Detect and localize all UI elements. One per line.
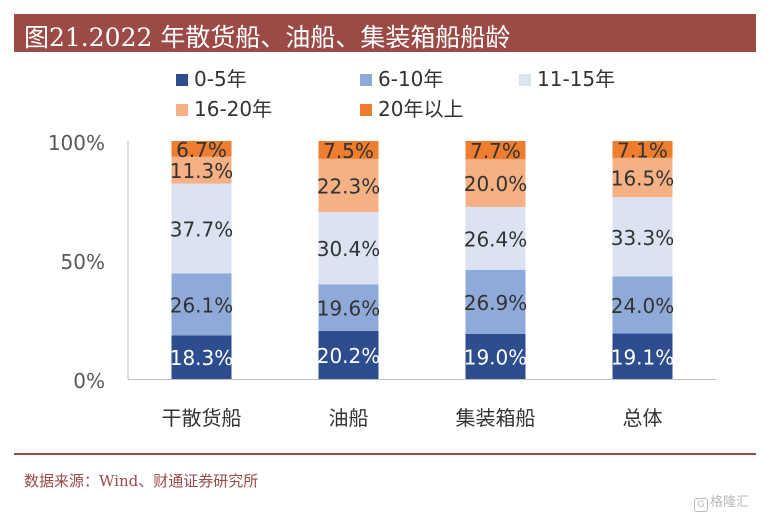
bar-segment: [171, 156, 232, 184]
data-label: 26.9%: [464, 291, 528, 315]
chart-title: 图21.2022 年散货船、油船、集装箱船船龄: [24, 23, 511, 52]
x-tick-label: 集装箱船: [456, 406, 536, 430]
data-label: 7.5%: [323, 139, 374, 163]
footer-divider: [14, 453, 756, 455]
legend-swatch: [519, 74, 531, 86]
data-label: 6.7%: [176, 138, 227, 162]
bar-segment: [318, 284, 379, 331]
data-label: 30.4%: [317, 237, 381, 261]
data-label: 19.1%: [611, 345, 675, 369]
data-label: 24.0%: [611, 294, 675, 318]
data-label: 22.3%: [317, 174, 381, 198]
bar-segment: [465, 159, 526, 207]
data-label: 19.0%: [464, 345, 528, 369]
data-label: 7.7%: [470, 139, 521, 163]
watermark: G 格隆汇: [694, 491, 749, 512]
source-note: 数据来源：Wind、财通证券研究所: [24, 472, 259, 490]
bar-segment: [465, 141, 526, 160]
bar-segment: [612, 276, 673, 334]
bar-segment: [171, 141, 232, 157]
legend-label: 0-5年: [194, 67, 247, 91]
data-label: 33.3%: [611, 226, 675, 250]
data-label: 26.4%: [464, 227, 528, 251]
x-tick-label: 油船: [329, 406, 369, 430]
bar-segment: [171, 335, 232, 379]
data-label: 37.7%: [170, 217, 234, 241]
y-tick-label: 50%: [61, 250, 105, 274]
bar-segment: [318, 330, 379, 379]
x-tick-label: 干散货船: [162, 406, 242, 430]
bar-segment: [612, 141, 673, 158]
legend-swatch: [360, 74, 372, 86]
data-label: 20.2%: [317, 344, 381, 368]
bar-segment: [465, 333, 526, 379]
bar-segment: [318, 158, 379, 212]
bar-segment: [465, 206, 526, 270]
title-bar: 图21.2022 年散货船、油船、集装箱船船龄: [14, 14, 756, 52]
bar-segment: [318, 141, 379, 159]
watermark-logo-icon: G: [694, 498, 708, 512]
x-tick-label: 总体: [623, 406, 663, 430]
legend-label: 20年以上: [378, 97, 463, 121]
data-label: 26.1%: [170, 293, 234, 317]
bar-segment: [465, 269, 526, 334]
data-label: 7.1%: [617, 138, 668, 162]
bar-segment: [612, 197, 673, 277]
legend-label: 11-15年: [537, 67, 615, 91]
data-label: 20.0%: [464, 172, 528, 196]
bar-segment: [612, 157, 673, 198]
y-tick-label: 0%: [73, 369, 105, 393]
y-tick-label: 100%: [48, 131, 105, 155]
legend-swatch: [360, 104, 372, 116]
data-label: 16.5%: [611, 167, 675, 191]
bar-segment: [612, 333, 673, 379]
legend-label: 16-20年: [194, 97, 272, 121]
bar-segment: [171, 183, 232, 274]
data-label: 11.3%: [170, 159, 234, 183]
data-label: 19.6%: [317, 297, 381, 321]
legend-swatch: [176, 74, 188, 86]
bar-segment: [318, 211, 379, 285]
bar-segment: [171, 273, 232, 336]
legend-label: 6-10年: [378, 67, 443, 91]
data-label: 18.3%: [170, 346, 234, 370]
watermark-text: 格隆汇: [710, 495, 750, 510]
legend-swatch: [176, 104, 188, 116]
